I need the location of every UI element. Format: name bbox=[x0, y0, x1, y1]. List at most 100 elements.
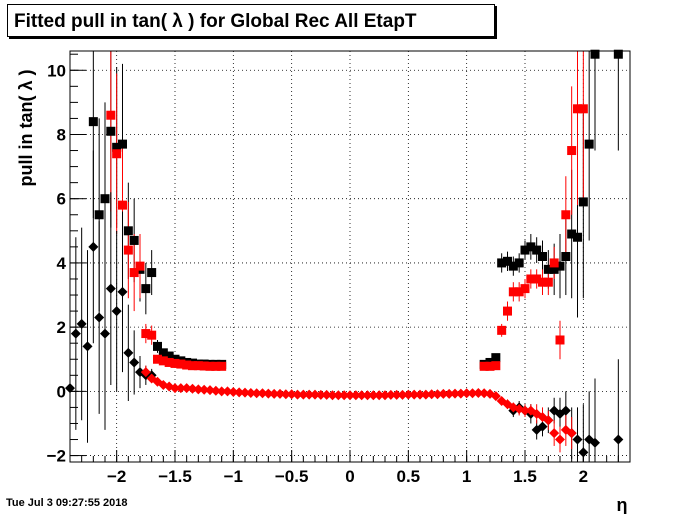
data-point-square bbox=[549, 258, 559, 268]
data-point-diamond bbox=[391, 389, 402, 400]
data-point-square bbox=[555, 261, 565, 271]
data-point-square bbox=[153, 341, 162, 351]
data-point-square bbox=[158, 348, 168, 358]
data-point-square bbox=[153, 354, 162, 364]
data-point-square bbox=[141, 329, 151, 339]
data-point-diamond bbox=[537, 421, 548, 432]
data-point-square bbox=[106, 110, 116, 120]
data-point-diamond bbox=[426, 389, 437, 400]
data-point-diamond bbox=[380, 390, 390, 401]
data-point-diamond bbox=[170, 383, 180, 394]
x-tick-label: 1.5 bbox=[513, 467, 537, 486]
data-point-diamond bbox=[555, 434, 565, 445]
data-point-square bbox=[199, 361, 209, 371]
data-point-diamond bbox=[129, 357, 140, 368]
data-point-diamond bbox=[123, 347, 134, 358]
data-point-diamond bbox=[251, 388, 262, 399]
data-point-diamond bbox=[117, 286, 128, 297]
y-tick-label: 8 bbox=[57, 125, 66, 144]
data-point-diamond bbox=[140, 367, 151, 378]
x-tick-label: −1.5 bbox=[158, 467, 192, 486]
data-point-diamond bbox=[385, 389, 396, 400]
data-point-diamond bbox=[479, 388, 490, 399]
data-point-square bbox=[578, 104, 588, 114]
data-point-diamond bbox=[70, 328, 81, 339]
data-point-diamond bbox=[490, 391, 501, 402]
data-point-square bbox=[497, 258, 507, 268]
data-point-square bbox=[129, 235, 139, 245]
data-point-square bbox=[503, 306, 512, 316]
data-point-square bbox=[561, 210, 571, 220]
data-point-diamond bbox=[520, 405, 530, 416]
data-point-diamond bbox=[304, 389, 315, 400]
data-point-diamond bbox=[105, 283, 116, 294]
data-point-square bbox=[538, 277, 547, 287]
data-point-diamond bbox=[362, 390, 373, 401]
data-point-square bbox=[491, 353, 501, 363]
data-point-diamond bbox=[350, 390, 361, 401]
data-point-diamond bbox=[549, 428, 560, 439]
data-point-diamond bbox=[450, 388, 460, 399]
data-point-square bbox=[497, 325, 507, 335]
data-point-square bbox=[485, 361, 495, 371]
x-axis-label: η bbox=[617, 495, 628, 514]
data-point-diamond bbox=[187, 383, 198, 394]
data-point-square bbox=[514, 287, 524, 297]
data-point-square bbox=[94, 210, 104, 220]
data-point-square bbox=[561, 252, 571, 261]
x-tick-label: 0 bbox=[345, 467, 354, 486]
data-point-square bbox=[205, 361, 215, 371]
data-point-diamond bbox=[181, 383, 192, 394]
y-tick-label: 4 bbox=[57, 254, 67, 273]
data-point-diamond bbox=[403, 389, 414, 400]
data-point-diamond bbox=[560, 405, 571, 416]
data-point-square bbox=[520, 245, 530, 255]
data-point-diamond bbox=[327, 390, 338, 401]
data-point-diamond bbox=[82, 341, 93, 352]
data-point-diamond bbox=[269, 388, 280, 399]
data-point-diamond bbox=[240, 387, 250, 398]
data-point-diamond bbox=[374, 390, 385, 401]
x-tick-label: 2 bbox=[579, 467, 588, 486]
data-point-diamond bbox=[199, 384, 210, 395]
data-point-square bbox=[573, 232, 582, 242]
data-point-diamond bbox=[257, 388, 268, 399]
data-point-square bbox=[532, 274, 542, 284]
data-point-square bbox=[584, 139, 594, 149]
y-tick-label: 6 bbox=[57, 190, 66, 209]
data-point-square bbox=[135, 261, 145, 271]
data-point-diamond bbox=[286, 389, 297, 400]
y-tick-label: 10 bbox=[47, 61, 66, 80]
data-point-diamond bbox=[94, 312, 105, 323]
data-point-square bbox=[543, 277, 553, 287]
data-point-diamond bbox=[613, 434, 624, 445]
data-point-square bbox=[112, 142, 122, 152]
data-point-square bbox=[141, 284, 151, 294]
y-tick-label: 0 bbox=[57, 382, 66, 401]
data-point-square bbox=[123, 226, 133, 236]
data-point-diamond bbox=[216, 386, 227, 397]
data-markers bbox=[65, 49, 624, 458]
data-point-square bbox=[88, 117, 98, 127]
x-tick-label: 1 bbox=[462, 467, 471, 486]
data-point-square bbox=[479, 361, 489, 371]
timestamp: Tue Jul 3 09:27:55 2018 bbox=[6, 497, 128, 509]
data-point-diamond bbox=[467, 388, 478, 399]
data-point-diamond bbox=[368, 390, 379, 401]
data-point-diamond bbox=[234, 387, 245, 398]
data-point-square bbox=[514, 258, 524, 268]
data-point-square bbox=[526, 274, 536, 284]
data-point-square bbox=[193, 361, 203, 371]
data-point-square bbox=[549, 264, 559, 274]
data-point-diamond bbox=[438, 388, 449, 399]
data-point-diamond bbox=[245, 387, 256, 398]
data-point-diamond bbox=[263, 388, 274, 399]
data-point-square bbox=[508, 287, 518, 297]
data-point-diamond bbox=[415, 389, 425, 400]
data-point-square bbox=[613, 49, 623, 59]
data-point-diamond bbox=[111, 306, 122, 317]
data-point-square bbox=[112, 149, 122, 159]
data-point-diamond bbox=[222, 386, 233, 397]
data-point-square bbox=[129, 268, 139, 278]
